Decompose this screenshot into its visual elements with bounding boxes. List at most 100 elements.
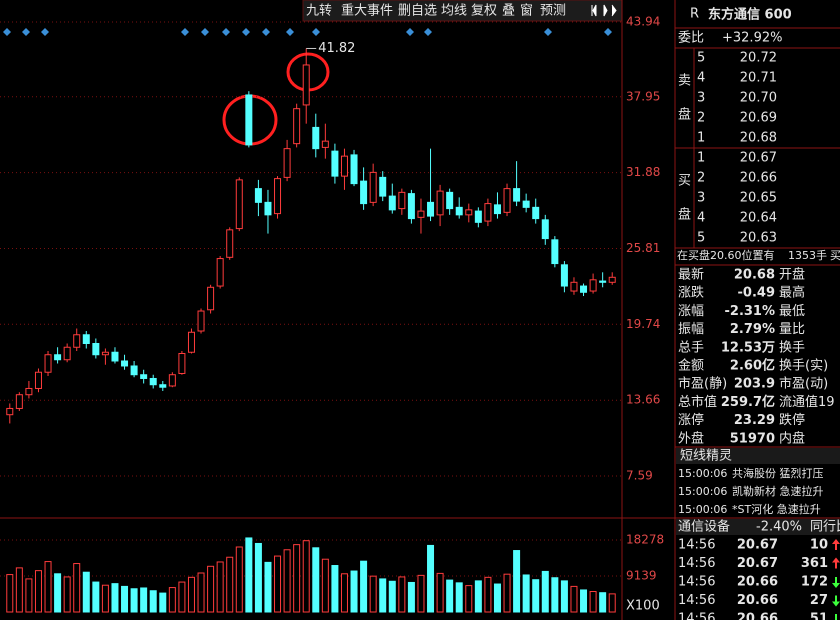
candle-body xyxy=(388,195,396,211)
level: 1 xyxy=(697,131,705,146)
max-label: 41.82 xyxy=(318,41,355,56)
toolbar-button[interactable]: 九转 xyxy=(306,4,332,19)
candle-body xyxy=(340,155,348,177)
stat-value: 2.60亿 xyxy=(730,358,775,374)
level: 3 xyxy=(697,191,705,206)
candle-body xyxy=(580,285,588,293)
toolbar-button[interactable]: 重大事件 xyxy=(341,3,393,19)
volume-bar xyxy=(274,555,282,613)
event-marker[interactable] xyxy=(41,28,49,36)
event-marker[interactable] xyxy=(286,28,294,36)
stock-name: 东方通信 600 xyxy=(708,7,792,23)
volume-bar xyxy=(25,578,33,613)
side-label: 盘 xyxy=(678,207,691,223)
volume-bar xyxy=(168,587,176,613)
stat-value: 203.9 xyxy=(734,377,775,392)
news-text: 共海股份 猛烈打压 xyxy=(732,466,824,480)
event-marker[interactable] xyxy=(22,28,30,36)
candle-body xyxy=(599,280,607,283)
event-marker[interactable] xyxy=(262,28,270,36)
volume-bar xyxy=(340,573,348,613)
candle-body xyxy=(216,258,224,287)
notice-tail: 买 xyxy=(830,249,840,262)
event-marker[interactable] xyxy=(312,28,320,36)
event-marker[interactable] xyxy=(181,28,189,36)
industry-tail: 同行比 xyxy=(810,520,840,535)
candle-body xyxy=(121,360,129,367)
toolbar-button[interactable]: 复权 xyxy=(471,3,497,19)
stat-value: -2.31% xyxy=(725,304,776,319)
volume-bar xyxy=(207,565,215,613)
candle-body xyxy=(254,188,262,203)
volume-bar xyxy=(331,565,339,613)
candle-body xyxy=(455,206,463,216)
news-text: *ST河化 急速拉升 xyxy=(732,502,821,516)
volume-bar xyxy=(379,578,387,613)
candle-body xyxy=(446,191,454,210)
event-marker[interactable] xyxy=(242,28,250,36)
event-marker[interactable] xyxy=(201,28,209,36)
volume-bar xyxy=(608,593,616,613)
candle-body xyxy=(484,203,492,222)
candle-body xyxy=(187,331,195,353)
event-marker[interactable] xyxy=(604,28,612,36)
candle-body xyxy=(111,351,119,362)
ratio-label: 委比 xyxy=(678,31,704,46)
volume-bar xyxy=(532,579,540,613)
toolbar-button[interactable]: 删自选 xyxy=(398,4,437,19)
tick-time: 14:56 xyxy=(678,575,715,590)
event-marker[interactable] xyxy=(3,28,11,36)
candle-body xyxy=(130,365,138,376)
tick-arrow xyxy=(832,614,840,620)
candle-body xyxy=(235,179,243,230)
volume-bar xyxy=(54,573,62,613)
candle-body xyxy=(6,407,14,416)
notice: 在买盘20.60位置有 xyxy=(677,248,775,262)
candle-body xyxy=(197,310,205,332)
volume-bar xyxy=(187,576,195,613)
candle-body xyxy=(608,276,616,283)
tick-price: 20.66 xyxy=(737,575,778,590)
toolbar-button[interactable]: 窗 xyxy=(520,3,533,19)
volume-bar xyxy=(321,558,329,613)
candle-body xyxy=(293,108,301,145)
side-label: 盘 xyxy=(678,107,691,123)
tick-price: 20.66 xyxy=(737,593,778,608)
candle-body xyxy=(73,334,81,348)
badge: R xyxy=(690,7,699,22)
level: 5 xyxy=(697,51,705,66)
candle-body xyxy=(589,279,597,292)
candle-body xyxy=(178,352,186,374)
toolbar-button[interactable]: 叠 xyxy=(502,4,515,19)
side-label: 买 xyxy=(678,174,691,189)
stat-value: 23.29 xyxy=(734,413,775,428)
stat-label: 总手 xyxy=(678,340,704,355)
event-marker[interactable] xyxy=(406,28,414,36)
candle-body xyxy=(350,154,358,185)
volume-bar xyxy=(446,579,454,613)
event-marker[interactable] xyxy=(222,28,230,36)
candle-body xyxy=(532,206,540,220)
toolbar-button[interactable]: 均线 xyxy=(441,4,467,19)
tick-arrow xyxy=(832,595,840,607)
volume-bar xyxy=(589,591,597,613)
ratio: +32.92% xyxy=(722,31,782,46)
volume-bar xyxy=(197,572,205,613)
volume-bar xyxy=(226,556,234,613)
volume-bar xyxy=(312,547,320,613)
event-marker[interactable] xyxy=(424,28,432,36)
toolbar-button[interactable]: 预测 xyxy=(540,4,566,19)
candle-body xyxy=(149,377,157,386)
stat-label: 涨幅 xyxy=(678,304,704,319)
candle-body xyxy=(321,140,329,148)
level: 4 xyxy=(697,71,705,86)
event-marker[interactable] xyxy=(544,28,552,36)
volume-bar xyxy=(455,582,463,613)
candle-body xyxy=(92,343,100,356)
y-tick-label: 13.66 xyxy=(626,393,660,407)
stat-label: 涨跌 xyxy=(678,285,704,301)
candle-body xyxy=(417,210,425,218)
toolbar-icon[interactable] xyxy=(591,4,617,17)
news-time: 15:00:06 xyxy=(678,503,727,516)
